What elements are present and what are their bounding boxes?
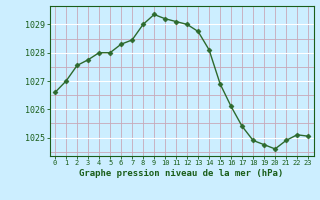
X-axis label: Graphe pression niveau de la mer (hPa): Graphe pression niveau de la mer (hPa) — [79, 169, 284, 178]
